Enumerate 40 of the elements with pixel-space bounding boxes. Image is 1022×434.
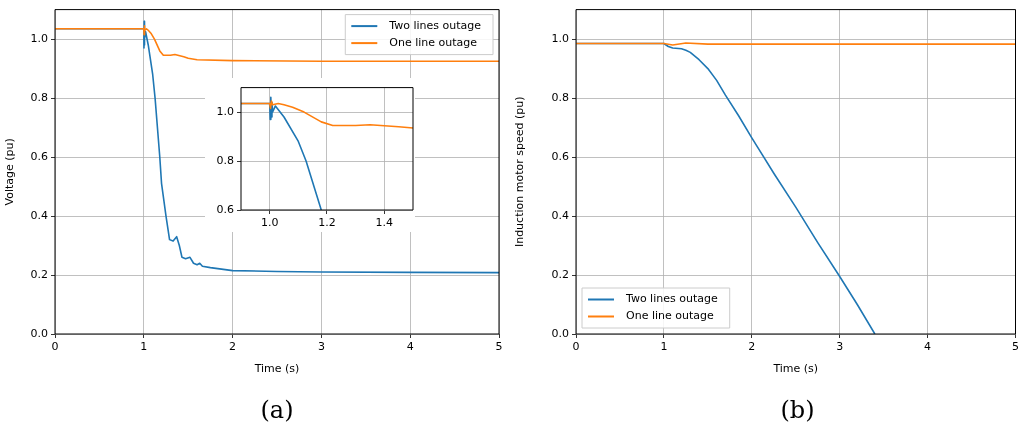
x-tick-label: 5 xyxy=(495,340,503,354)
y-tick-label: 0.6 xyxy=(216,202,234,216)
x-tick-label: 1 xyxy=(660,340,668,354)
y-tick-label: 1.0 xyxy=(216,104,234,118)
legend-label: Two lines outage xyxy=(625,292,718,306)
text: (a) xyxy=(259,396,295,424)
x-axis-title: Time (s) xyxy=(253,362,300,376)
x-tick-label: 5 xyxy=(1012,340,1019,354)
legend-label: One line outage xyxy=(626,309,714,323)
x-tick-label: 0 xyxy=(572,340,580,354)
x-tick-label: 1.2 xyxy=(318,216,336,230)
y-axis-title: Voltage (pu) xyxy=(3,138,17,206)
legend-label: Two lines outage xyxy=(388,18,482,32)
y-tick-label: 1.0 xyxy=(30,31,48,45)
x-tick-label: 3 xyxy=(836,340,844,354)
y-tick-label: 0.4 xyxy=(551,208,569,222)
x-tick-label: 1.0 xyxy=(260,216,279,230)
y-tick-label: 0.8 xyxy=(551,90,569,104)
x-tick-label: 2 xyxy=(748,340,756,354)
y-axis-title: Induction motor speed (pu) xyxy=(513,96,527,248)
y-tick-label: 0.2 xyxy=(30,267,48,281)
x-axis-title: Time (s) xyxy=(772,362,819,376)
legend-label: One line outage xyxy=(389,35,478,49)
x-tick-label: 0 xyxy=(51,340,59,354)
y-tick-label: 0.4 xyxy=(30,208,48,222)
y-tick-label: 0.0 xyxy=(551,326,569,340)
y-tick-label: 0.6 xyxy=(30,149,48,163)
y-tick-label: 0.0 xyxy=(30,326,48,340)
y-tick-label: 0.8 xyxy=(216,153,234,167)
x-tick-label: 4 xyxy=(406,340,414,354)
y-tick-label: 0.8 xyxy=(30,90,48,104)
x-tick-label: 4 xyxy=(924,340,932,354)
x-tick-label: 1.4 xyxy=(375,216,394,230)
y-tick-label: 0.2 xyxy=(551,267,569,281)
x-tick-label: 2 xyxy=(229,340,237,354)
x-tick-label: 3 xyxy=(317,340,325,354)
x-tick-label: 1 xyxy=(140,340,148,354)
y-tick-label: 0.6 xyxy=(551,149,569,163)
y-tick-label: 1.0 xyxy=(551,31,569,45)
text: (b) xyxy=(779,396,816,424)
